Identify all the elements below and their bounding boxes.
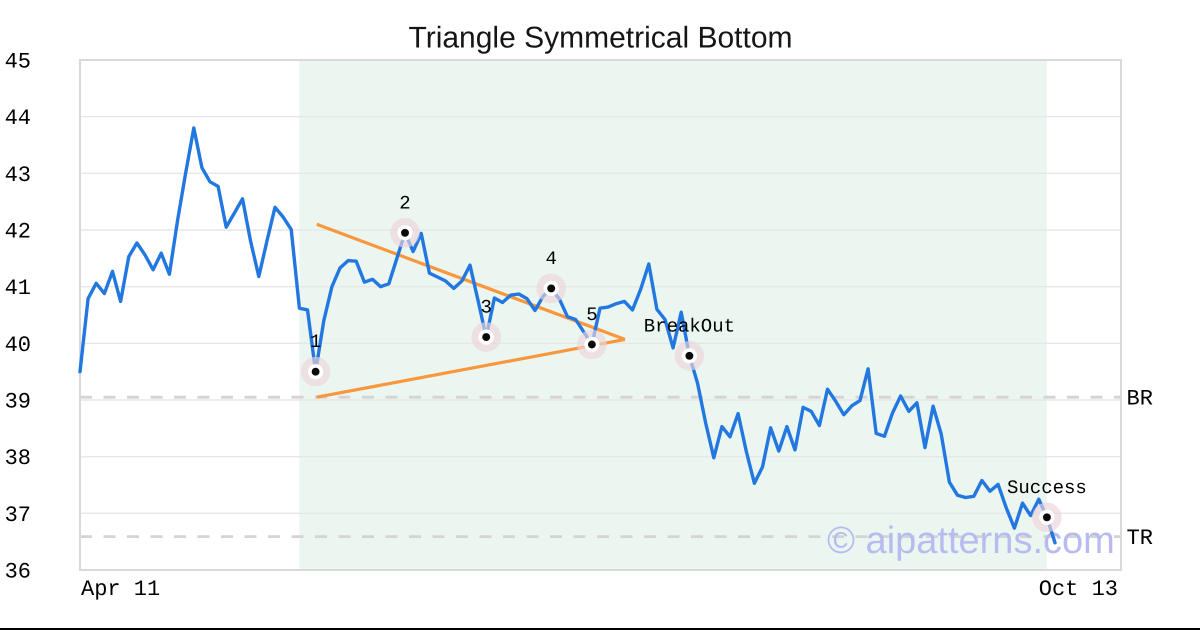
svg-text:39: 39: [5, 390, 31, 415]
svg-text:Triangle Symmetrical Bottom: Triangle Symmetrical Bottom: [409, 22, 793, 55]
svg-text:40: 40: [5, 333, 31, 358]
svg-text:4: 4: [545, 248, 556, 270]
svg-text:44: 44: [5, 106, 31, 131]
svg-text:BreakOut: BreakOut: [644, 315, 735, 337]
svg-text:Apr 11: Apr 11: [81, 577, 160, 602]
svg-text:5: 5: [586, 304, 597, 326]
svg-text:38: 38: [5, 446, 31, 471]
svg-text:BR: BR: [1127, 387, 1153, 412]
svg-text:45: 45: [5, 50, 31, 75]
svg-text:Oct 13: Oct 13: [1039, 577, 1118, 602]
svg-text:Success: Success: [1007, 477, 1087, 499]
svg-text:41: 41: [5, 276, 31, 301]
svg-text:37: 37: [5, 503, 31, 528]
svg-text:© aipatterns.com: © aipatterns.com: [827, 520, 1115, 562]
svg-text:2: 2: [399, 192, 410, 214]
svg-text:36: 36: [5, 560, 31, 585]
svg-text:3: 3: [480, 297, 491, 319]
svg-text:43: 43: [5, 163, 31, 188]
svg-text:TR: TR: [1127, 526, 1153, 551]
svg-text:42: 42: [5, 220, 31, 245]
svg-text:1: 1: [310, 331, 321, 353]
